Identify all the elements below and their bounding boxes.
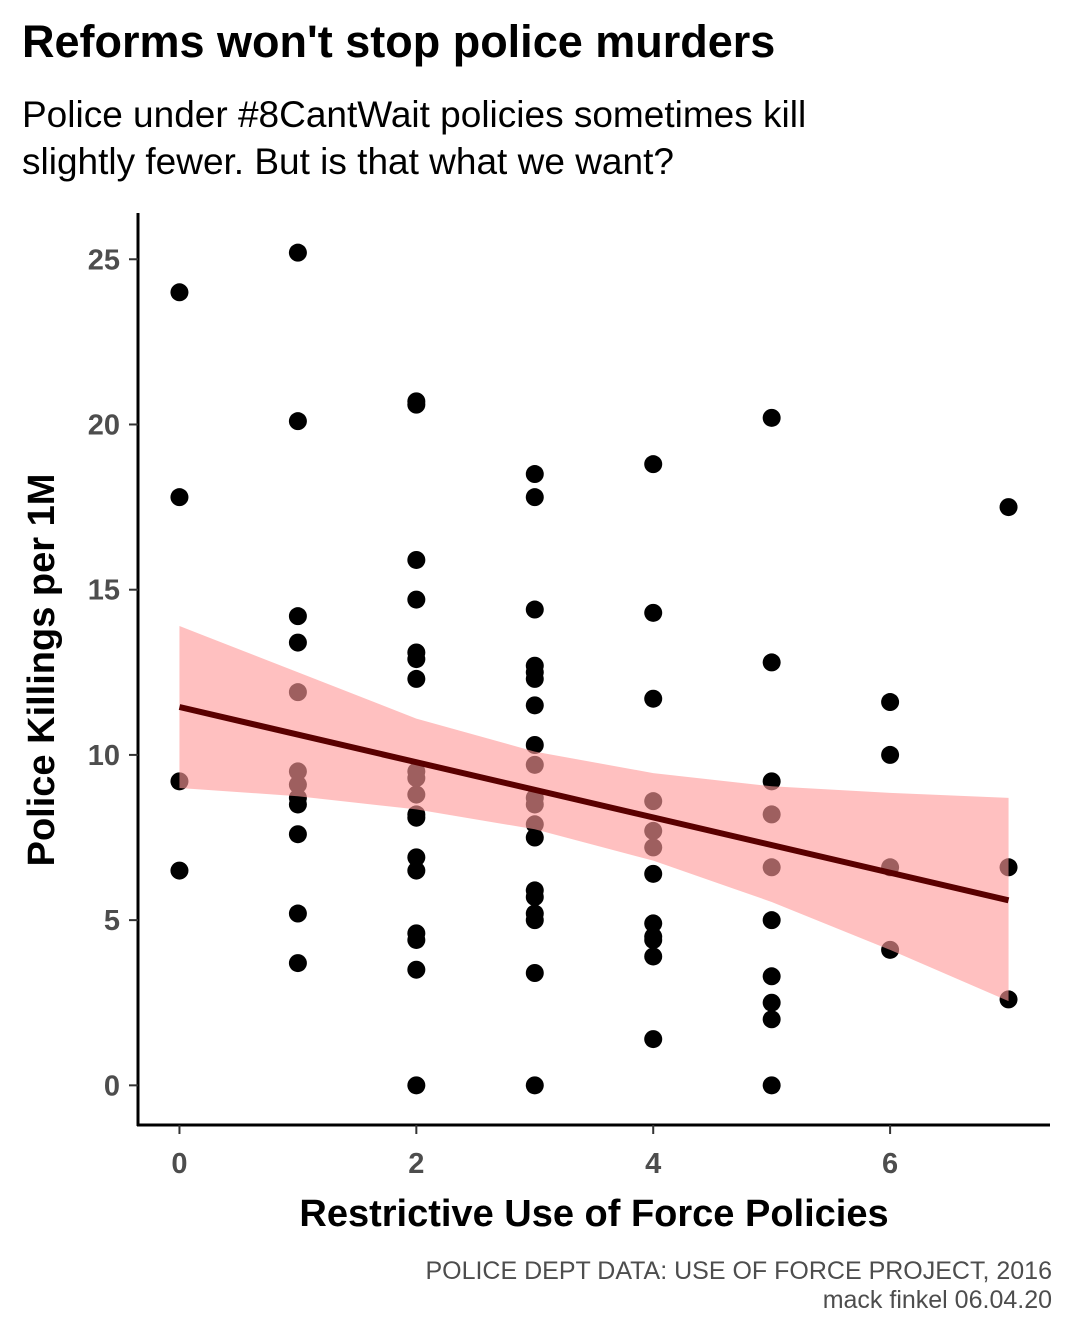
data-point [525, 888, 544, 906]
x-axis-title: Restrictive Use of Force Policies [299, 1193, 888, 1235]
data-point [525, 828, 544, 847]
data-point [288, 607, 307, 626]
data-point [525, 696, 544, 715]
data-point [762, 408, 781, 427]
data-point [762, 967, 781, 986]
data-point [525, 964, 544, 982]
subtitle-line-1: Police under #8CantWait policies sometim… [22, 94, 807, 135]
data-point [407, 930, 426, 949]
data-point [762, 1076, 781, 1095]
data-point [407, 861, 426, 880]
x-tick-label: 4 [645, 1148, 661, 1180]
data-point [881, 745, 900, 764]
data-point [525, 736, 544, 754]
data-point [407, 848, 426, 867]
data-point [881, 693, 900, 712]
data-point [644, 914, 663, 933]
data-point [525, 465, 544, 484]
data-point [644, 930, 663, 949]
data-point [288, 954, 307, 973]
data-point [644, 603, 663, 622]
data-point [288, 633, 307, 652]
x-tick-label: 6 [882, 1148, 898, 1180]
data-point [288, 904, 307, 923]
data-point [407, 650, 426, 669]
data-point [644, 864, 663, 883]
data-point [288, 412, 307, 431]
data-point [407, 669, 426, 688]
data-point [407, 960, 426, 979]
data-point [170, 861, 189, 880]
axes-layer: 0 2 4 6 0 5 10 15 20 25 [88, 213, 1050, 1180]
data-point [288, 795, 307, 814]
data-point [762, 653, 781, 672]
data-point [288, 243, 307, 262]
data-point [999, 498, 1018, 517]
data-point [525, 600, 544, 619]
data-point [288, 825, 307, 844]
data-point [525, 911, 544, 930]
data-point [525, 1076, 544, 1095]
data-point [525, 488, 544, 507]
y-tick-label: 0 [104, 1070, 120, 1102]
data-point [644, 1030, 663, 1049]
caption-source: POLICE DEPT DATA: USE OF FORCE PROJECT, … [425, 1257, 1052, 1285]
data-point [762, 993, 781, 1012]
trend-line-layer [178, 626, 1010, 1002]
confidence-band [179, 626, 1009, 1002]
data-point [644, 947, 663, 966]
y-tick-label: 10 [88, 740, 120, 772]
data-point [170, 488, 189, 507]
data-point [762, 911, 781, 930]
data-point [407, 1076, 426, 1095]
data-point [407, 808, 426, 827]
subtitle-line-2: slightly fewer. But is that what we want… [22, 141, 674, 182]
data-point [407, 395, 426, 414]
y-tick-label: 20 [88, 409, 120, 441]
data-point [407, 590, 426, 609]
y-tick-label: 5 [104, 905, 120, 937]
points-layer [170, 243, 1018, 1095]
data-point [407, 550, 426, 569]
data-point [170, 283, 189, 302]
x-tick-label: 0 [171, 1148, 187, 1180]
y-tick-label: 25 [88, 244, 120, 276]
chart-title: Reforms won't stop police murders [22, 16, 776, 67]
caption-author: mack finkel 06.04.20 [822, 1286, 1052, 1314]
data-point [525, 669, 544, 688]
y-tick-label: 15 [88, 575, 120, 607]
data-point [644, 689, 663, 708]
data-point [644, 455, 663, 474]
data-point [762, 1010, 781, 1029]
trend-line [178, 704, 1010, 904]
y-axis-title: Police Killings per 1M [21, 474, 63, 867]
chart-subtitle: Police under #8CantWait policies sometim… [22, 91, 1052, 185]
chart-caption: POLICE DEPT DATA: USE OF FORCE PROJECT, … [425, 1257, 1052, 1315]
x-tick-label: 2 [408, 1148, 424, 1180]
